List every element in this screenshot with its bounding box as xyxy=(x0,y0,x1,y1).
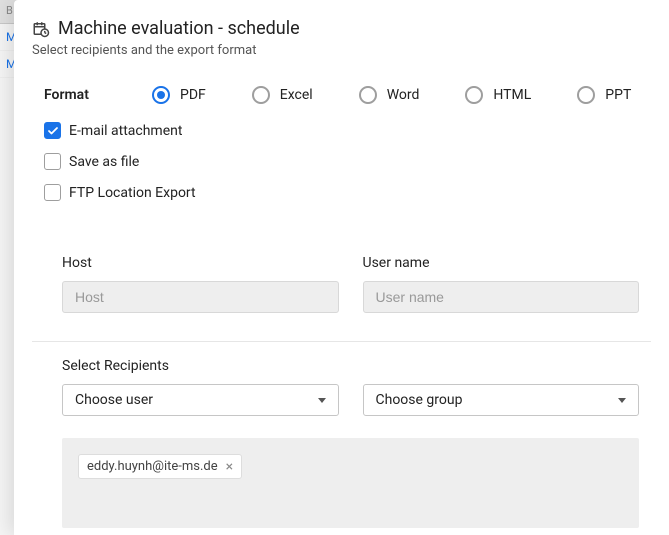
export-checkbox-group: E-mail attachment Save as file FTP Locat… xyxy=(14,122,669,233)
radio-label: PDF xyxy=(180,87,206,103)
host-label: Host xyxy=(62,255,339,271)
username-field-group: User name xyxy=(363,255,640,313)
radio-icon xyxy=(152,86,170,104)
checkbox-icon xyxy=(44,153,61,170)
chevron-down-icon xyxy=(618,398,626,403)
dropdown-label: Choose group xyxy=(376,392,463,408)
host-field-group: Host xyxy=(62,255,339,313)
format-option-pdf[interactable]: PDF xyxy=(152,86,206,104)
checkbox-label: Save as file xyxy=(69,154,139,170)
radio-icon xyxy=(359,86,377,104)
dropdown-label: Choose user xyxy=(75,392,153,408)
modal-title: Machine evaluation - schedule xyxy=(58,18,300,39)
checkbox-ftp-export[interactable]: FTP Location Export xyxy=(44,184,651,201)
format-option-excel[interactable]: Excel xyxy=(252,86,313,104)
modal-header: Machine evaluation - schedule xyxy=(14,18,669,39)
radio-label: Word xyxy=(387,87,420,103)
radio-icon xyxy=(252,86,270,104)
format-option-word[interactable]: Word xyxy=(359,86,420,104)
checkbox-email-attachment[interactable]: E-mail attachment xyxy=(44,122,651,139)
format-option-ppt[interactable]: PPT xyxy=(577,86,631,104)
radio-label: Excel xyxy=(280,87,313,103)
chevron-down-icon xyxy=(318,398,326,403)
radio-label: HTML xyxy=(493,87,531,103)
format-option-html[interactable]: HTML xyxy=(465,86,531,104)
choose-user-dropdown[interactable]: Choose user xyxy=(62,384,339,416)
checkbox-save-as-file[interactable]: Save as file xyxy=(44,153,651,170)
recipient-chip: eddy.huynh@ite-ms.de × xyxy=(78,454,242,479)
calendar-clock-icon xyxy=(32,20,50,38)
radio-icon xyxy=(577,86,595,104)
username-label: User name xyxy=(363,255,640,271)
ftp-fields-row: Host User name xyxy=(14,233,669,313)
checkbox-icon xyxy=(44,184,61,201)
recipients-dropdown-row: Choose user Choose group xyxy=(14,384,669,416)
recipients-chips-area: eddy.huynh@ite-ms.de × xyxy=(62,438,639,528)
checkbox-icon xyxy=(44,122,61,139)
recipients-label: Select Recipients xyxy=(14,342,669,384)
format-label: Format xyxy=(44,87,152,103)
radio-icon xyxy=(465,86,483,104)
schedule-modal: Machine evaluation - schedule Select rec… xyxy=(14,0,669,535)
checkbox-label: FTP Location Export xyxy=(69,185,196,201)
radio-label: PPT xyxy=(605,87,631,103)
close-icon[interactable]: × xyxy=(226,460,233,474)
username-input[interactable] xyxy=(363,281,640,313)
host-input[interactable] xyxy=(62,281,339,313)
checkbox-label: E-mail attachment xyxy=(69,123,182,139)
format-row: Format PDF Excel Word HTML PPT xyxy=(14,58,669,122)
chip-label: eddy.huynh@ite-ms.de xyxy=(87,459,218,474)
modal-subtitle: Select recipients and the export format xyxy=(14,39,669,58)
choose-group-dropdown[interactable]: Choose group xyxy=(363,384,640,416)
